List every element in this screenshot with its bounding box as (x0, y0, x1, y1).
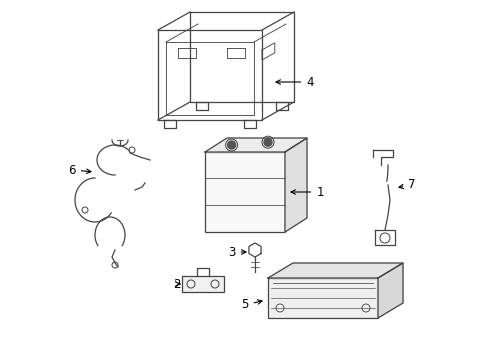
Polygon shape (285, 138, 306, 232)
Circle shape (264, 138, 271, 146)
Text: 1: 1 (290, 185, 323, 198)
Polygon shape (204, 138, 306, 152)
Text: 7: 7 (398, 179, 415, 192)
Bar (267, 278, 377, 318)
Text: 5: 5 (241, 298, 262, 311)
Text: 2: 2 (173, 278, 181, 291)
Text: 4: 4 (275, 76, 313, 89)
Circle shape (227, 141, 235, 149)
Bar (204, 152, 285, 232)
Text: 6: 6 (68, 163, 91, 176)
Polygon shape (267, 263, 402, 278)
Bar (182, 276, 224, 292)
Text: 3: 3 (228, 246, 245, 258)
Polygon shape (377, 263, 402, 318)
